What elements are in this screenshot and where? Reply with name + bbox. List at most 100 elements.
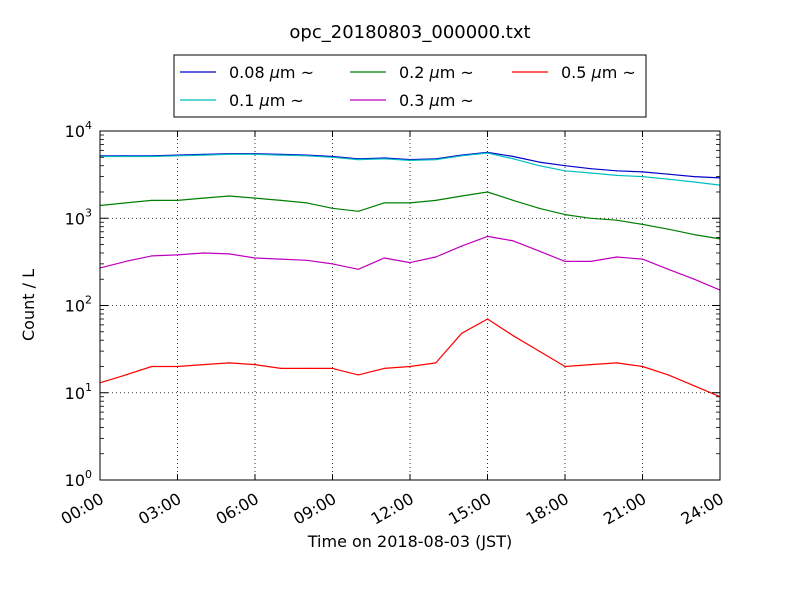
y-tick-label: 104 [65, 119, 92, 141]
series-point-3 [357, 268, 359, 270]
legend-box [173, 54, 647, 118]
series-point-2 [409, 202, 411, 204]
series-point-1 [151, 155, 153, 158]
series-point-3 [667, 268, 669, 270]
series-point-1 [254, 153, 256, 155]
series-point-2 [306, 202, 308, 204]
series-point-4 [331, 367, 334, 369]
legend-label-2: 0.2 μm ~ [399, 63, 474, 82]
series-point-3 [280, 258, 282, 260]
series-point-4 [383, 367, 385, 369]
legend-label-1: 0.1 μm ~ [229, 91, 304, 110]
series-point-3 [228, 253, 230, 255]
series-layer [99, 151, 721, 398]
series-point-4 [306, 367, 308, 369]
series-point-4 [280, 367, 282, 369]
series-point-2 [693, 234, 695, 236]
series-point-3 [254, 257, 256, 259]
series-point-3 [461, 245, 463, 247]
series-point-0 [590, 168, 592, 170]
series-point-4 [409, 365, 411, 368]
series-point-2 [590, 217, 592, 219]
y-tick-label: 102 [65, 294, 92, 316]
series-point-0 [616, 170, 618, 172]
series-point-1 [538, 165, 540, 167]
series-point-2 [616, 219, 618, 221]
series-point-1 [641, 176, 644, 178]
series-point-3 [125, 260, 127, 262]
y-axis-label: Count / L [19, 269, 38, 341]
series-point-2 [357, 210, 359, 212]
series-point-1 [383, 158, 385, 160]
series-point-2 [641, 223, 644, 225]
series-point-1 [176, 155, 179, 157]
series-point-0 [512, 155, 514, 158]
series-point-3 [486, 235, 489, 237]
series-point-3 [616, 256, 618, 258]
series-point-4 [512, 335, 514, 337]
series-point-2 [538, 207, 540, 209]
series-point-2 [667, 228, 669, 230]
series-point-4 [590, 364, 592, 366]
series-point-4 [357, 374, 359, 376]
series-point-1 [125, 155, 127, 158]
series-point-1 [228, 153, 230, 155]
y-tick-label: 103 [65, 206, 92, 228]
series-point-1 [667, 178, 669, 180]
series-point-3 [590, 260, 592, 262]
series-point-4 [616, 362, 618, 364]
series-point-2 [280, 199, 282, 201]
series-point-2 [176, 199, 179, 201]
series-point-2 [435, 199, 437, 201]
series-point-4 [176, 365, 179, 368]
series-point-0 [693, 176, 695, 178]
series-point-2 [564, 214, 566, 216]
legend-label-4: 0.5 μm ~ [561, 63, 636, 82]
series-point-2 [202, 197, 204, 199]
series-point-3 [538, 250, 540, 252]
series-point-1 [590, 172, 592, 174]
chart-title: opc_20180803_000000.txt [289, 22, 530, 43]
series-point-2 [125, 202, 127, 204]
series-point-1 [357, 159, 359, 161]
series-point-2 [151, 199, 153, 201]
series-point-4 [151, 365, 153, 368]
series-point-4 [641, 365, 644, 368]
series-point-4 [667, 374, 669, 376]
series-point-3 [331, 263, 334, 265]
series-point-4 [538, 350, 540, 352]
series-point-2 [331, 207, 334, 209]
series-point-4 [435, 362, 437, 364]
series-point-3 [409, 262, 411, 264]
legend-label-0: 0.08 μm ~ [229, 63, 314, 82]
series-point-3 [202, 252, 204, 254]
series-point-2 [254, 197, 256, 199]
series-point-1 [306, 155, 308, 157]
series-point-1 [616, 174, 618, 176]
series-point-0 [641, 171, 644, 173]
series-point-1 [461, 155, 463, 157]
series-point-4 [202, 364, 204, 366]
series-point-2 [383, 202, 385, 204]
legend: 0.08 μm ~ 0.1 μm ~ 0.2 μm ~ 0.3 μm ~ 0.5 μm … [173, 54, 647, 118]
series-point-2 [461, 195, 463, 197]
x-axis-label: Time on 2018-08-03 (JST) [307, 532, 512, 551]
series-point-2 [486, 191, 489, 193]
series-point-0 [667, 173, 669, 175]
series-point-1 [486, 152, 489, 154]
series-point-1 [202, 154, 204, 156]
series-point-2 [512, 199, 514, 201]
series-point-3 [176, 254, 179, 256]
series-point-3 [564, 260, 566, 262]
series-point-1 [331, 156, 334, 158]
series-point-4 [486, 318, 489, 320]
series-point-4 [693, 385, 695, 387]
series-point-3 [512, 240, 514, 242]
series-point-1 [512, 158, 514, 160]
series-point-1 [409, 159, 411, 161]
series-point-4 [125, 374, 127, 376]
series-point-1 [693, 181, 695, 183]
series-point-3 [151, 255, 153, 257]
series-point-3 [641, 258, 644, 260]
y-tick-label: 101 [65, 381, 92, 403]
